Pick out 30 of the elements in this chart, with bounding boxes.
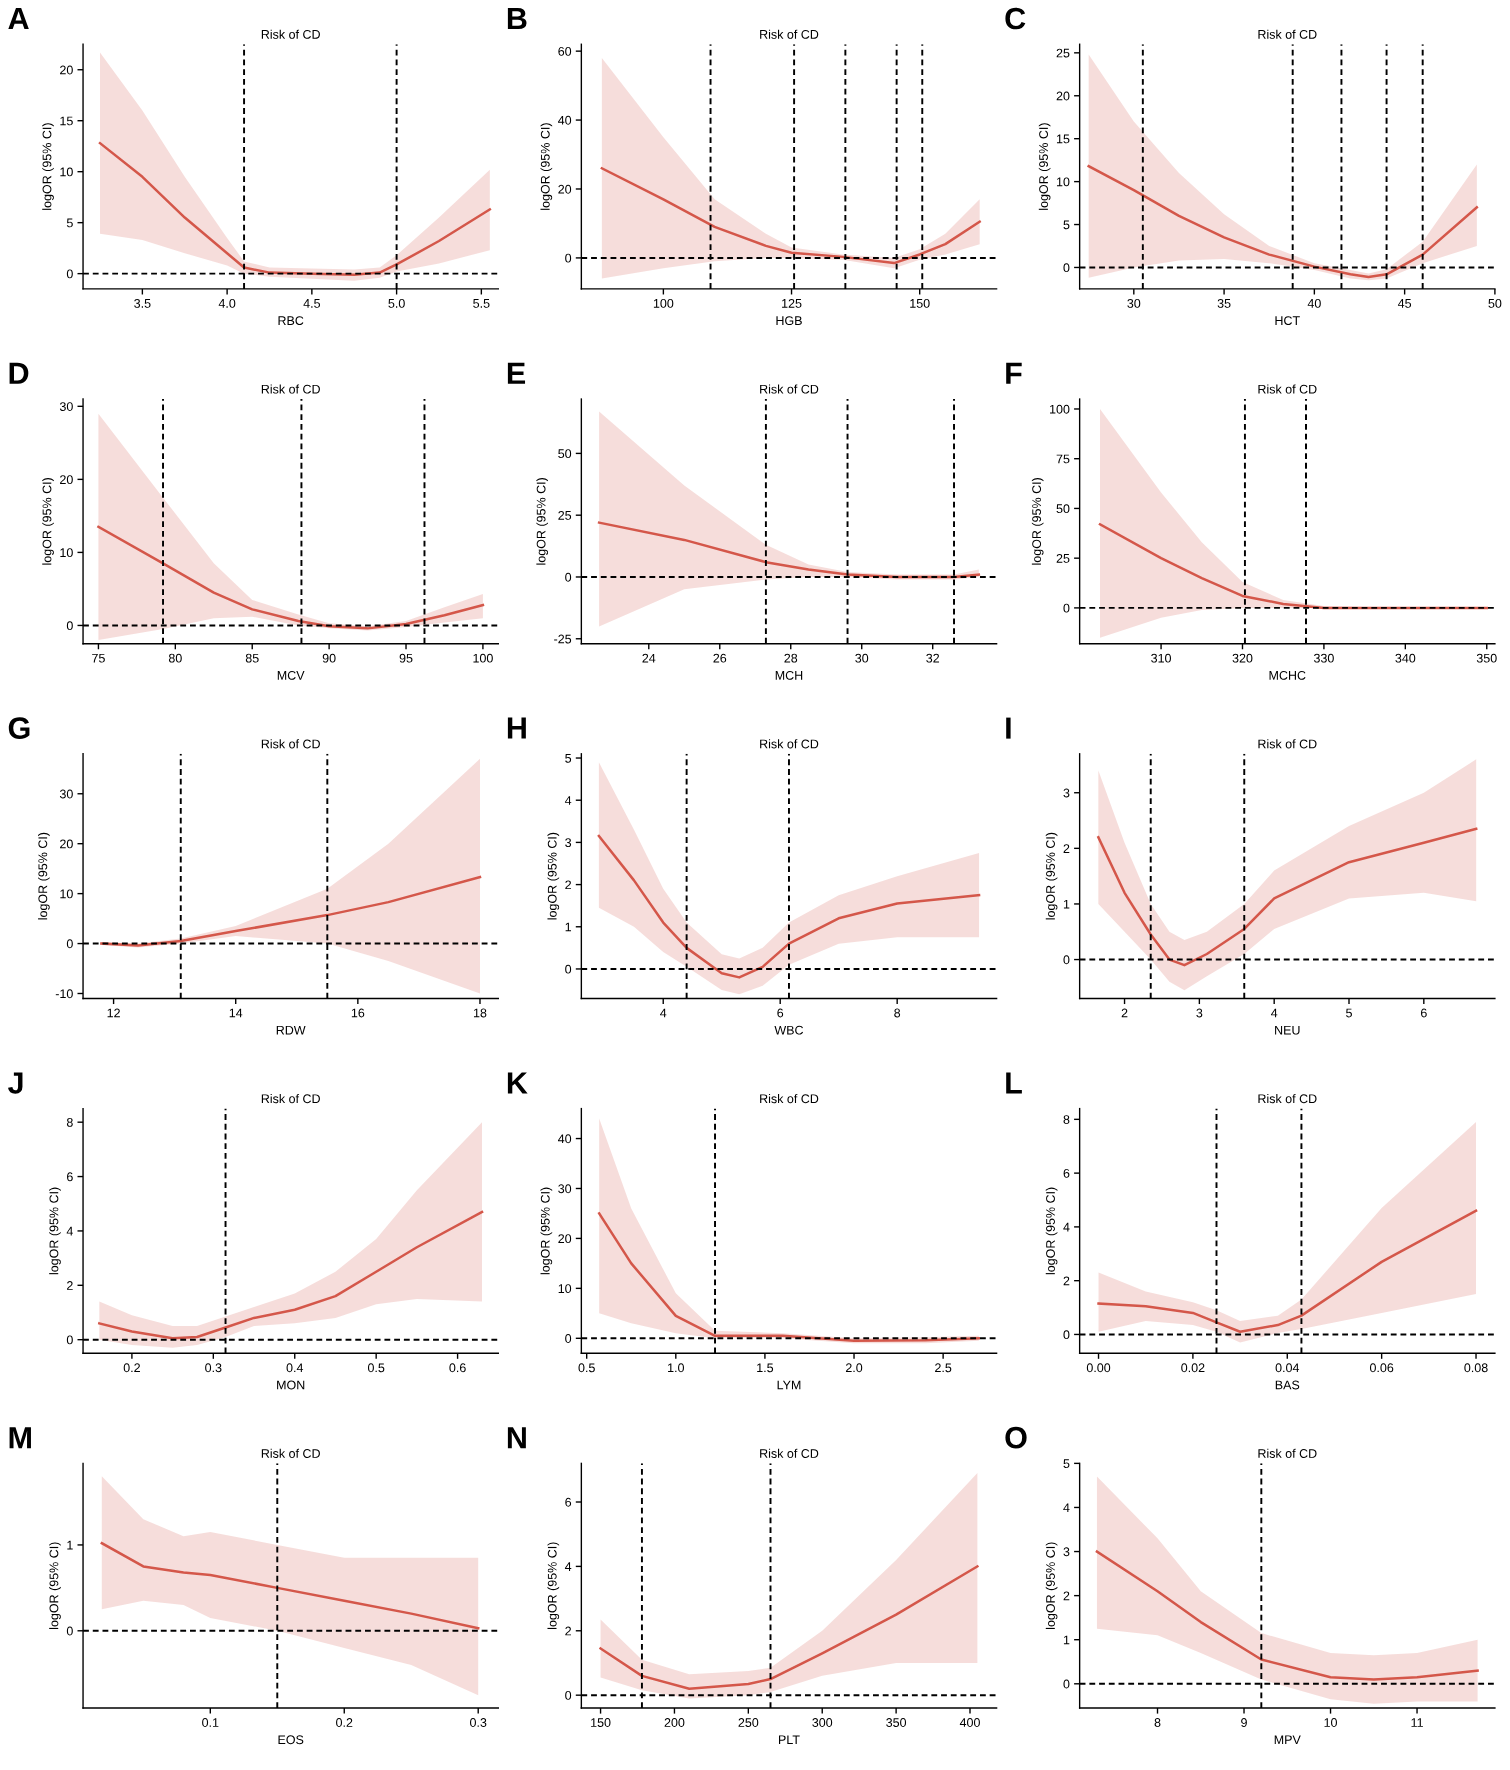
text: A (8, 8, 29, 30)
text: E (507, 362, 526, 384)
line-series (1097, 1209, 1478, 1334)
line-series (1098, 523, 1489, 610)
line-series (97, 525, 485, 630)
text: F (1006, 362, 1022, 384)
line-series (597, 834, 981, 979)
text: M (9, 1427, 31, 1449)
text: D (9, 362, 29, 384)
line-series (1087, 164, 1479, 279)
line-series (100, 1541, 480, 1630)
text: L (1006, 1072, 1022, 1094)
text: G (8, 717, 30, 739)
line-series (98, 141, 492, 276)
line-series (600, 167, 981, 265)
text: H (507, 717, 526, 739)
text: C (1005, 7, 1026, 30)
text: K (507, 1072, 528, 1094)
text: B (507, 8, 527, 30)
line-series (1097, 827, 1478, 967)
line-series (100, 875, 482, 947)
line-series (1095, 1550, 1479, 1681)
text: J (8, 1072, 23, 1094)
line-series (597, 521, 981, 579)
text: N (507, 1427, 526, 1449)
text: I (1006, 717, 1011, 739)
line-series (599, 1565, 979, 1690)
text: O (1005, 1426, 1027, 1449)
line-series (597, 1212, 981, 1343)
line-series (98, 1210, 484, 1340)
